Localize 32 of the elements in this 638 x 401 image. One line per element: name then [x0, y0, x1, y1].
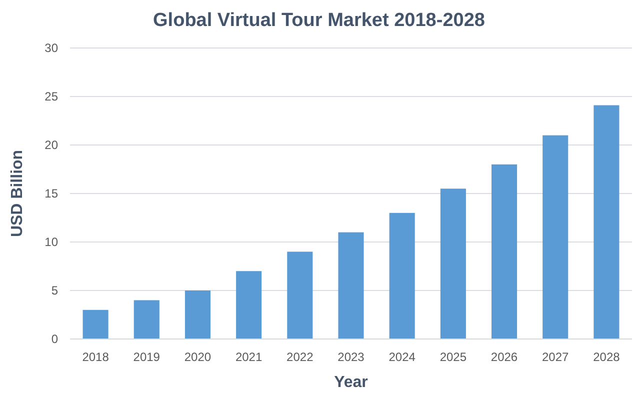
x-tick-label: 2024 [388, 350, 416, 364]
x-tick-label: 2020 [184, 350, 212, 364]
bar [492, 164, 518, 339]
chart-title: Global Virtual Tour Market 2018-2028 [153, 10, 485, 31]
x-tick-label: 2018 [82, 350, 110, 364]
bar [134, 300, 160, 339]
bar [82, 310, 108, 339]
bar [338, 232, 364, 339]
y-tick-label: 15 [44, 186, 58, 201]
y-tick-label: 20 [44, 138, 58, 152]
bar [184, 290, 210, 339]
y-tick-label: 25 [44, 90, 58, 104]
x-tick-label: 2027 [542, 350, 570, 364]
y-tick-label: 10 [44, 235, 58, 250]
y-tick-label: 30 [44, 41, 58, 56]
y-tick-label: 5 [51, 284, 58, 298]
x-tick-label: 2028 [593, 350, 620, 364]
bar [389, 212, 415, 339]
bar [594, 105, 620, 339]
y-tick-label: 0 [51, 332, 58, 346]
x-tick-label: 2019 [133, 350, 160, 364]
x-tick-label: 2021 [235, 350, 262, 364]
bar [440, 188, 466, 339]
bar [236, 271, 262, 339]
x-tick-label: 2022 [286, 350, 314, 364]
x-tick-label: 2026 [490, 350, 518, 364]
bar [287, 252, 313, 339]
y-axis-title: USD Billion [9, 150, 26, 238]
x-tick-label: 2025 [440, 350, 467, 364]
x-axis-title: Year [334, 374, 368, 391]
bar [542, 135, 568, 339]
x-tick-label: 2023 [338, 350, 365, 364]
